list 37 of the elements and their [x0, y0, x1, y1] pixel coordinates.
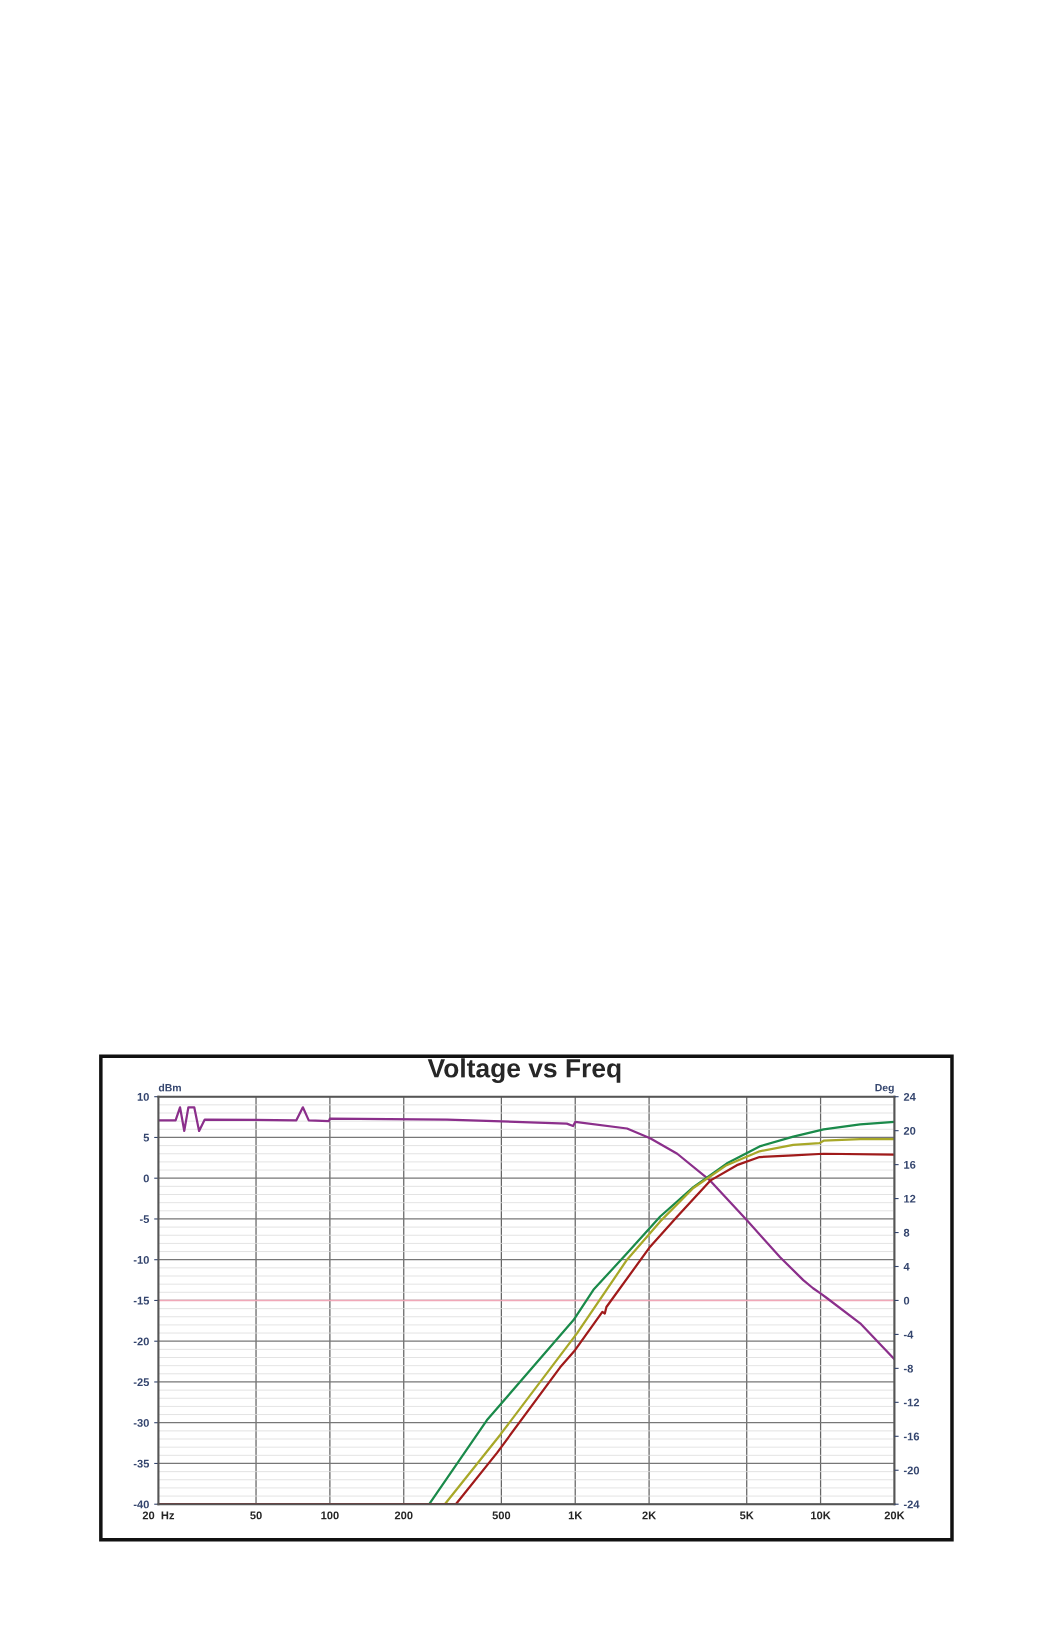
x-tick-label: 1K	[568, 1511, 583, 1520]
y-tick-label: -20	[133, 1337, 149, 1346]
y-tick-label: -15	[133, 1296, 150, 1305]
y-tick-label: 0	[143, 1174, 149, 1183]
y-tick-label: -40	[133, 1500, 149, 1509]
y2-tick-label: 20	[903, 1126, 916, 1135]
y-tick-label: -35	[133, 1459, 150, 1468]
y2-tick-label: -24	[903, 1500, 920, 1509]
x-tick-label: 100	[321, 1511, 339, 1520]
y-tick-label: 10	[137, 1092, 149, 1101]
x-tick-label: 10K	[811, 1511, 831, 1520]
y2-tick-label: -16	[903, 1432, 920, 1441]
y2-tick-label: 8	[903, 1228, 910, 1237]
y-tick-label: -5	[139, 1215, 150, 1224]
y2-tick-label: -12	[903, 1398, 920, 1407]
y-tick-label: 5	[143, 1133, 150, 1142]
y2-tick-label: 4	[903, 1262, 910, 1271]
x-tick-label: 500	[492, 1511, 511, 1520]
y2-tick-label: 24	[903, 1092, 916, 1101]
y2-tick-label: 0	[903, 1296, 910, 1305]
y-axis-title: dBm	[158, 1083, 181, 1092]
x-tick-label: 20K	[884, 1511, 905, 1520]
x-tick-label: 50	[250, 1511, 262, 1520]
y2-axis-title: Deg	[875, 1084, 894, 1094]
chart-title: Voltage vs Freq	[427, 1058, 621, 1083]
y-tick-label: -25	[133, 1378, 150, 1387]
y2-tick-label: -20	[903, 1466, 920, 1475]
y2-tick-label: -8	[903, 1364, 913, 1373]
x-tick-label: 5K	[739, 1511, 754, 1520]
y2-tick-label: -4	[903, 1330, 914, 1339]
x-tick-label: 2K	[642, 1511, 657, 1520]
x-tick-label: 200	[394, 1511, 413, 1520]
y-tick-label: -30	[133, 1418, 149, 1427]
y-tick-label: -10	[133, 1255, 149, 1264]
x-tick-label: 20 Hz	[142, 1511, 175, 1520]
y2-tick-label: 12	[904, 1194, 916, 1203]
y2-tick-label: 16	[904, 1160, 916, 1169]
